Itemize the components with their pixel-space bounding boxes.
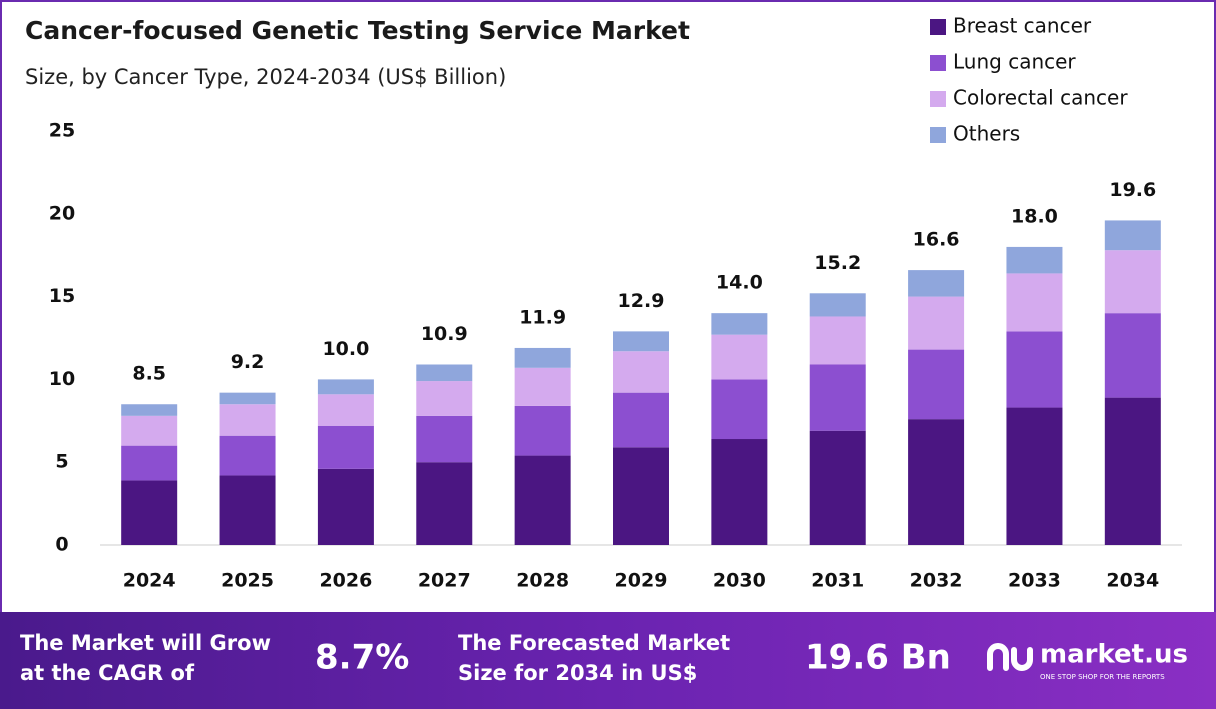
- bar-segment: [219, 404, 276, 436]
- total-label: 14.0: [716, 272, 763, 294]
- total-label: 15.2: [814, 252, 861, 274]
- total-label: 12.9: [618, 290, 665, 312]
- bar-segment: [908, 349, 965, 420]
- total-label: 16.6: [913, 229, 960, 251]
- bar-segment: [1104, 397, 1161, 545]
- bar-segment: [514, 347, 571, 368]
- brand-tagline: ONE STOP SHOP FOR THE REPORTS: [1040, 673, 1165, 681]
- bar-segment: [1006, 331, 1063, 408]
- chart-title: Cancer-focused Genetic Testing Service M…: [25, 16, 690, 45]
- total-label: 10.9: [421, 323, 468, 345]
- bar-segment: [514, 405, 571, 456]
- bar-segment: [317, 379, 374, 395]
- bar-segment: [711, 439, 768, 545]
- total-label: 18.0: [1011, 205, 1058, 227]
- bar-segment: [613, 392, 669, 448]
- bar-segment: [317, 394, 374, 426]
- bar-segment: [416, 415, 473, 463]
- x-tick-label: 2032: [910, 570, 963, 592]
- total-label: 8.5: [132, 363, 166, 385]
- bar-segment: [416, 364, 473, 382]
- bar-segment: [908, 270, 965, 297]
- bar-segment: [317, 468, 374, 545]
- cagr-value: 8.7%: [315, 638, 409, 678]
- bar-segment: [416, 462, 473, 545]
- bar-segment: [514, 367, 571, 406]
- x-tick-label: 2026: [319, 570, 372, 592]
- legend-swatch: [930, 19, 946, 35]
- bar-segment: [121, 404, 178, 416]
- y-tick-label: 15: [49, 285, 75, 307]
- bar-segment: [613, 351, 669, 393]
- x-tick-label: 2025: [221, 570, 274, 592]
- cagr-text: The Market will Grow: [20, 631, 271, 655]
- forecast-value: 19.6 Bn: [805, 638, 951, 678]
- bar-segment: [711, 313, 768, 335]
- x-tick-label: 2027: [418, 570, 471, 592]
- bar-segment: [809, 293, 866, 317]
- cagr-text: at the CAGR of: [20, 661, 195, 685]
- bar-segment: [219, 392, 276, 405]
- bar-segment: [1104, 313, 1161, 398]
- bar-segment: [1104, 220, 1161, 251]
- bar-segment: [908, 296, 965, 350]
- x-tick-label: 2028: [516, 570, 569, 592]
- bar-segment: [908, 419, 965, 545]
- bar-segment: [219, 475, 276, 545]
- bar-segment: [121, 480, 178, 545]
- x-tick-label: 2029: [615, 570, 668, 592]
- legend-swatch: [930, 91, 946, 107]
- total-label: 9.2: [231, 351, 265, 373]
- legend-label: Lung cancer: [953, 50, 1076, 74]
- y-tick-label: 25: [49, 120, 75, 142]
- x-tick-label: 2030: [713, 570, 766, 592]
- bar-segment: [1006, 273, 1063, 332]
- brand-logo: [987, 643, 1033, 671]
- legend-label: Colorectal cancer: [953, 86, 1128, 110]
- brand-name: market.us: [1040, 640, 1188, 670]
- legend-label: Breast cancer: [953, 14, 1092, 38]
- bar-segment: [514, 455, 571, 545]
- legend-swatch: [930, 127, 946, 143]
- y-tick-label: 20: [49, 202, 75, 224]
- y-tick-label: 5: [55, 451, 68, 473]
- bar-segment: [809, 316, 866, 365]
- bar-segment: [711, 334, 768, 380]
- chart-subtitle: Size, by Cancer Type, 2024-2034 (US$ Bil…: [25, 65, 506, 89]
- bar-segment: [809, 364, 866, 431]
- total-label: 11.9: [519, 306, 566, 328]
- legend-label: Others: [953, 122, 1020, 146]
- forecast-text: Size for 2034 in US$: [458, 661, 697, 685]
- bar-segment: [1104, 250, 1161, 314]
- y-tick-label: 0: [55, 534, 68, 556]
- total-label: 19.6: [1109, 179, 1156, 201]
- bar-segment: [1006, 407, 1063, 545]
- legend-swatch: [930, 55, 946, 71]
- bar-segment: [1006, 246, 1063, 274]
- x-tick-label: 2034: [1106, 570, 1159, 592]
- bar-segment: [809, 430, 866, 545]
- bar-segment: [613, 447, 669, 545]
- bar-segment: [416, 381, 473, 416]
- bar-segment: [317, 425, 374, 469]
- total-label: 10.0: [322, 338, 369, 360]
- bar-segment: [121, 415, 178, 446]
- bar-segment: [711, 379, 768, 440]
- bar-segment: [613, 331, 669, 352]
- x-tick-label: 2024: [123, 570, 176, 592]
- y-tick-label: 10: [49, 368, 75, 390]
- forecast-text: The Forecasted Market: [458, 631, 730, 655]
- bar-segment: [219, 435, 276, 476]
- bar-segment: [121, 445, 178, 481]
- x-tick-label: 2033: [1008, 570, 1061, 592]
- x-tick-label: 2031: [811, 570, 864, 592]
